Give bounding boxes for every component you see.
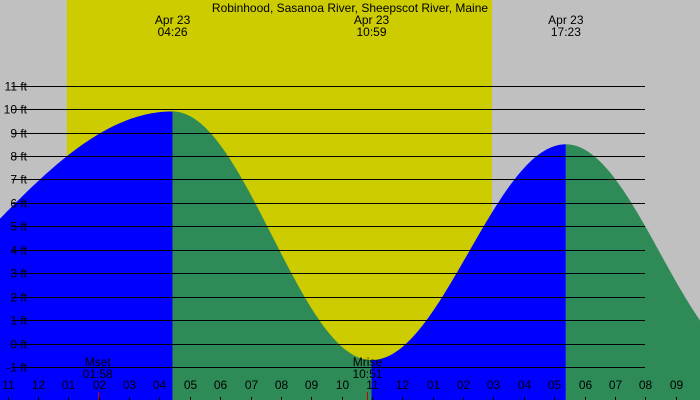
x-tick-label: 06 xyxy=(214,378,228,392)
x-tick-label: 12 xyxy=(32,378,46,392)
x-tick-label: 05 xyxy=(184,378,198,392)
rising-tide-area xyxy=(0,111,173,400)
event-date-label: Apr 23 xyxy=(354,13,390,27)
moon-event-time: 10:51 xyxy=(352,367,382,381)
x-tick-label: 02 xyxy=(93,378,107,392)
falling-tide-area xyxy=(172,111,372,400)
event-time-label: 10:59 xyxy=(356,25,386,39)
y-tick-label: 11 ft xyxy=(5,80,28,94)
moon-event-label: Mset xyxy=(85,355,112,369)
y-tick-label: 5 ft xyxy=(10,220,27,234)
x-tick-label: 12 xyxy=(396,378,410,392)
x-tick-label: 05 xyxy=(548,378,562,392)
x-tick-label: 08 xyxy=(639,378,653,392)
moon-event-label: Mrise xyxy=(353,355,383,369)
y-tick-label: 2 ft xyxy=(10,291,27,305)
x-tick-label: 11 xyxy=(366,378,379,392)
x-tick-label: 07 xyxy=(245,378,259,392)
x-tick-label: 03 xyxy=(487,378,501,392)
event-time-label: 04:26 xyxy=(158,25,188,39)
y-tick-label: 7 ft xyxy=(10,173,27,187)
x-tick-label: 01 xyxy=(62,378,76,392)
event-date-label: Apr 23 xyxy=(548,13,584,27)
x-tick-label: 07 xyxy=(609,378,623,392)
y-tick-label: 9 ft xyxy=(10,127,27,141)
event-date-label: Apr 23 xyxy=(155,13,191,27)
y-tick-label: 1 ft xyxy=(10,314,27,328)
falling-tide-area xyxy=(565,144,700,400)
x-tick-label: 04 xyxy=(518,378,532,392)
y-tick-label: 4 ft xyxy=(10,244,27,258)
event-time-label: 17:23 xyxy=(551,25,581,39)
y-tick-label: 0 ft xyxy=(10,338,27,352)
y-tick-label: 6 ft xyxy=(10,197,27,211)
x-tick-label: 10 xyxy=(336,378,350,392)
chart-title: Robinhood, Sasanoa River, Sheepscot Rive… xyxy=(212,1,488,15)
x-tick-label: 03 xyxy=(123,378,137,392)
x-tick-label: 09 xyxy=(305,378,319,392)
x-tick-label: 06 xyxy=(579,378,593,392)
x-tick-label: 09 xyxy=(670,378,684,392)
y-tick-label: -1 ft xyxy=(6,361,27,375)
y-tick-label: 10 ft xyxy=(4,103,28,117)
x-tick-label: 08 xyxy=(275,378,289,392)
y-tick-label: 8 ft xyxy=(10,150,27,164)
x-tick-label: 04 xyxy=(153,378,167,392)
x-tick-label: 01 xyxy=(427,378,441,392)
y-tick-label: 3 ft xyxy=(10,267,27,281)
rising-tide-area xyxy=(371,144,566,400)
moon-event-time: 01:58 xyxy=(83,367,113,381)
x-tick-label: 02 xyxy=(457,378,471,392)
x-tick-label: 11 xyxy=(2,378,15,392)
